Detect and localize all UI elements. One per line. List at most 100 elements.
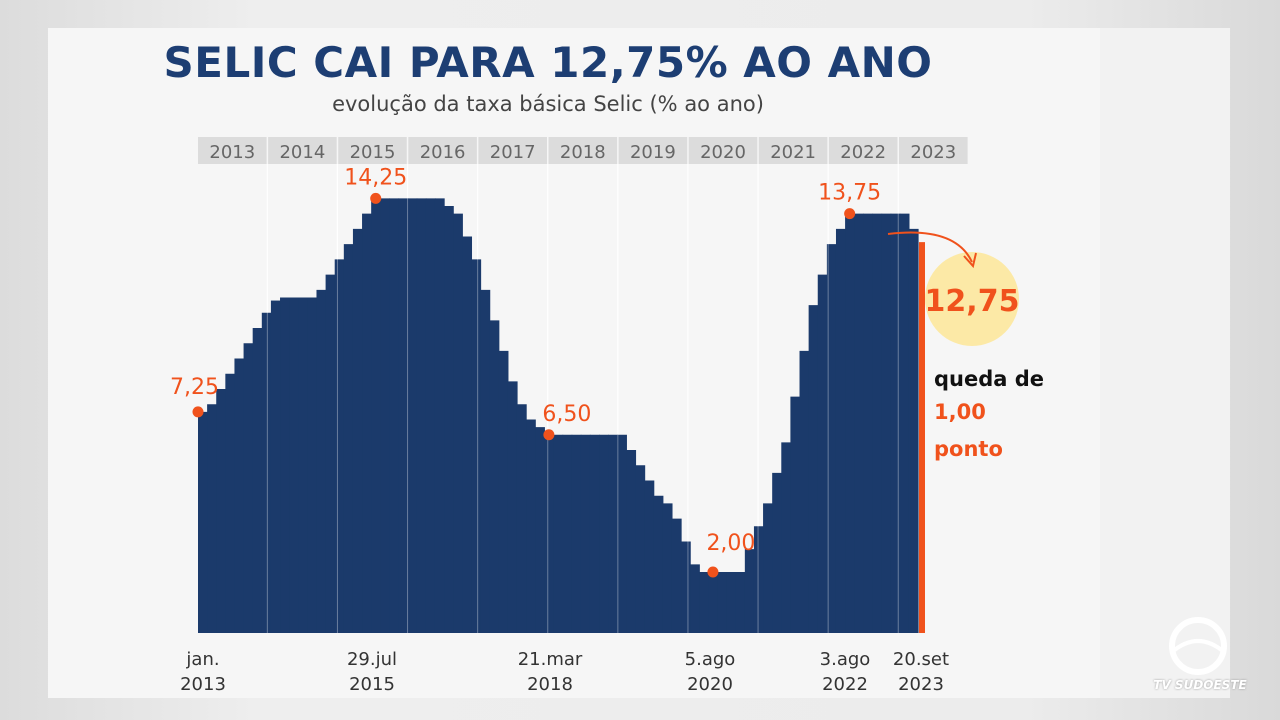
selic-bar — [653, 495, 664, 633]
selic-bar — [398, 198, 409, 633]
data-value-label: 6,50 — [542, 402, 591, 427]
logo-text: TV SUDOESTE — [1153, 678, 1247, 692]
selic-bar — [854, 213, 864, 633]
selic-bar — [234, 358, 245, 633]
selic-bar — [362, 213, 372, 633]
tv-sudoeste-logo-icon — [1169, 617, 1227, 675]
year-box — [758, 137, 828, 164]
year-box — [198, 137, 267, 164]
selic-bar — [252, 328, 263, 633]
chart-subtitle: evolução da taxa básica Selic (% ao ano) — [332, 92, 764, 116]
data-value-label: 13,75 — [818, 181, 881, 206]
selic-bar — [261, 312, 272, 633]
selic-bar — [553, 434, 564, 633]
year-box — [478, 137, 547, 164]
x-axis-label: 2013 — [180, 674, 226, 695]
selic-bar — [307, 297, 318, 633]
selic-bar — [507, 381, 518, 633]
year-label: 2014 — [279, 142, 325, 163]
selic-bar — [626, 450, 637, 633]
data-value-label: 14,25 — [344, 165, 407, 190]
year-box — [338, 137, 407, 164]
selic-bar — [662, 503, 673, 633]
final-value-label: 12,75 — [925, 284, 1020, 319]
selic-bar — [717, 572, 728, 633]
data-point-marker — [543, 429, 555, 441]
year-label: 2017 — [490, 142, 536, 163]
selic-bar — [908, 228, 919, 633]
highlight-circle — [925, 252, 1019, 346]
selic-bar — [644, 480, 655, 633]
year-box — [828, 137, 898, 164]
year-label: 2016 — [420, 142, 466, 163]
selic-bar — [635, 465, 646, 633]
x-axis-label: 29.jul — [347, 649, 397, 670]
selic-bar — [571, 434, 582, 633]
selic-bar — [617, 434, 627, 633]
selic-bar — [735, 572, 746, 633]
note-line3: ponto — [934, 437, 1003, 461]
selic-bar — [343, 244, 354, 633]
year-box — [688, 137, 758, 164]
selic-bar — [608, 434, 618, 633]
final-rate-bar — [919, 242, 925, 633]
data-value-label: 7,25 — [170, 375, 219, 400]
data-point-marker — [844, 208, 856, 220]
year-box — [408, 137, 477, 164]
selic-bar — [599, 434, 609, 633]
selic-bar — [434, 198, 445, 633]
selic-bar — [416, 198, 427, 633]
selic-bar — [726, 572, 737, 633]
selic-bar — [225, 373, 236, 633]
selic-bar — [453, 213, 463, 633]
x-axis-label: 2018 — [527, 674, 573, 695]
selic-bar — [380, 198, 390, 633]
selic-bar — [753, 526, 764, 633]
selic-bar — [207, 404, 217, 633]
selic-bar — [316, 289, 327, 633]
selic-bar — [480, 289, 491, 633]
x-axis-label: 2015 — [349, 674, 395, 695]
selic-bar — [462, 236, 473, 633]
data-point-marker — [707, 566, 719, 578]
selic-bar — [580, 434, 591, 633]
selic-bar — [790, 396, 801, 633]
side-panel — [1100, 28, 1230, 698]
x-axis-label: 20.set — [893, 649, 949, 670]
selic-bar — [708, 572, 719, 633]
selic-bar — [881, 213, 892, 633]
selic-bar — [270, 300, 281, 633]
selic-bar — [489, 320, 500, 633]
selic-bar — [799, 350, 810, 633]
selic-bar — [589, 434, 600, 633]
year-box — [899, 137, 968, 164]
x-axis-label: 3.ago — [820, 649, 871, 670]
selic-bar — [690, 564, 700, 633]
selic-bar — [826, 244, 837, 633]
x-axis-label: 2023 — [898, 674, 944, 695]
selic-bar — [352, 228, 363, 633]
year-label: 2020 — [700, 142, 746, 163]
selic-bar — [280, 297, 290, 633]
arrow-curve — [887, 231, 973, 263]
selic-bar — [471, 259, 482, 633]
selic-bar — [845, 213, 855, 633]
year-label: 2015 — [350, 142, 396, 163]
x-axis-label: 2020 — [687, 674, 733, 695]
selic-bar — [289, 297, 299, 633]
year-box — [618, 137, 688, 164]
selic-bar — [817, 274, 828, 633]
selic-bar — [535, 427, 545, 633]
x-axis-label: 5.ago — [685, 649, 736, 670]
selic-bar — [298, 297, 308, 633]
selic-bar — [526, 419, 536, 633]
x-axis-label: jan. — [185, 649, 219, 670]
selic-bar — [371, 198, 381, 633]
selic-bar — [444, 206, 454, 633]
selic-bar — [562, 434, 573, 633]
selic-bar — [699, 572, 709, 633]
selic-bar — [671, 518, 682, 633]
data-value-label: 2,00 — [706, 531, 755, 556]
note-line2: 1,00 — [934, 400, 986, 424]
note-line1: queda de — [934, 367, 1044, 391]
